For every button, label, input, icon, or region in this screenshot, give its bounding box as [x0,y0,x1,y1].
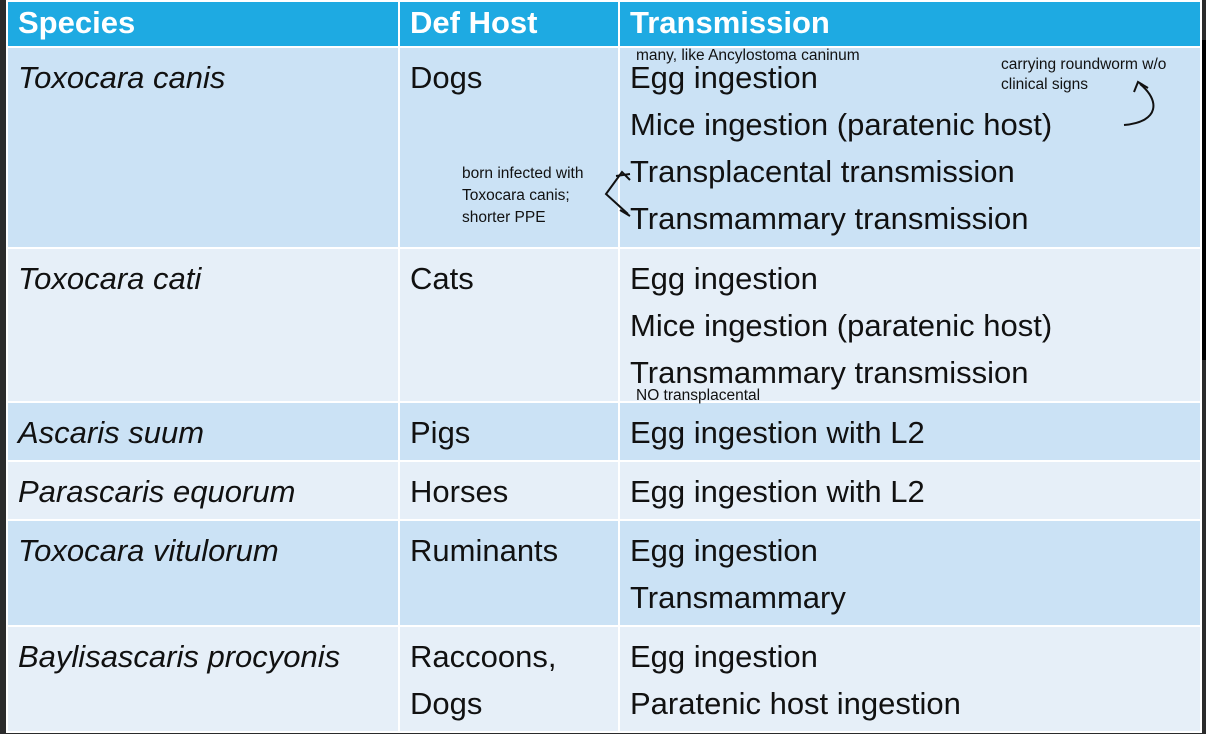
host-line: Dogs [410,686,483,721]
host-cell: Raccoons, Dogs [398,625,620,733]
transmission-line: Egg ingestion [630,639,818,674]
host-line: Ruminants [410,533,559,568]
transmission-line: Transmammary transmission [630,355,1029,390]
host-cell: Ruminants [398,519,620,627]
table-row: Parascaris equorum Horses Egg ingestion … [6,460,1202,521]
annotation-no-transplacental: NO transplacental [636,387,761,404]
transmission-line: Egg ingestion [630,60,818,95]
transmission-cell: Egg ingestion with L2 [618,460,1202,521]
header-species: Species [6,0,400,48]
roundworm-table: Species Def Host Transmission Toxocara c… [6,0,1202,733]
transmission-line: Egg ingestion [630,533,818,568]
annotation-born-line1: born infected with [462,165,584,182]
transmission-cell: Egg ingestion Transmammary [618,519,1202,627]
host-line: Raccoons, [410,639,557,674]
transmission-cell: Egg ingestion Paratenic host ingestion [618,625,1202,733]
table-row: Toxocara cati Cats Egg ingestion Mice in… [6,247,1202,403]
species-cell: Toxocara cati [6,247,400,403]
header-transmission: Transmission [618,0,1202,48]
host-line: Cats [410,261,474,296]
table-row: Toxocara vitulorum Ruminants Egg ingesti… [6,519,1202,627]
table-row: Baylisascaris procyonis Raccoons, Dogs E… [6,625,1202,733]
species-cell: Parascaris equorum [6,460,400,521]
species-cell: Toxocara canis [6,46,400,249]
transmission-line: Egg ingestion with L2 [630,415,925,450]
transmission-cell: Egg ingestion Mice ingestion (paratenic … [618,46,1202,249]
species-cell: Ascaris suum [6,401,400,462]
species-cell: Toxocara vitulorum [6,519,400,627]
transmission-line: Egg ingestion with L2 [630,474,925,509]
table-row: Toxocara canis Dogs Egg ingestion Mice i… [6,46,1202,249]
species-cell: Baylisascaris procyonis [6,625,400,733]
transmission-cell: Egg ingestion Mice ingestion (paratenic … [618,247,1202,403]
transmission-line: Transmammary transmission [630,201,1029,236]
window-edge [1202,40,1206,360]
transmission-line: Transplacental transmission [630,154,1015,189]
host-cell: Dogs [398,46,620,249]
slide: Species Def Host Transmission Toxocara c… [6,0,1206,733]
host-cell: Horses [398,460,620,521]
transmission-cell: Egg ingestion with L2 [618,401,1202,462]
transmission-line: Mice ingestion (paratenic host) [630,107,1053,142]
transmission-line: Egg ingestion [630,261,818,296]
annotation-carrying-line1: carrying roundworm w/o [1001,56,1167,73]
host-cell: Pigs [398,401,620,462]
host-line: Pigs [410,415,471,450]
annotation-many-like: many, like Ancylostoma caninum [636,47,860,64]
table-row: Ascaris suum Pigs Egg ingestion with L2 [6,401,1202,462]
annotation-born-line3: shorter PPE [462,209,546,226]
header-row: Species Def Host Transmission [6,0,1202,48]
annotation-carrying-line2: clinical signs [1001,76,1089,93]
transmission-line: Mice ingestion (paratenic host) [630,308,1053,343]
transmission-line: Paratenic host ingestion [630,686,961,721]
host-cell: Cats [398,247,620,403]
annotation-born-line2: Toxocara canis; [462,187,570,204]
transmission-line: Transmammary [630,580,846,615]
host-line: Horses [410,474,509,509]
header-def-host: Def Host [398,0,620,48]
host-line: Dogs [410,60,483,95]
